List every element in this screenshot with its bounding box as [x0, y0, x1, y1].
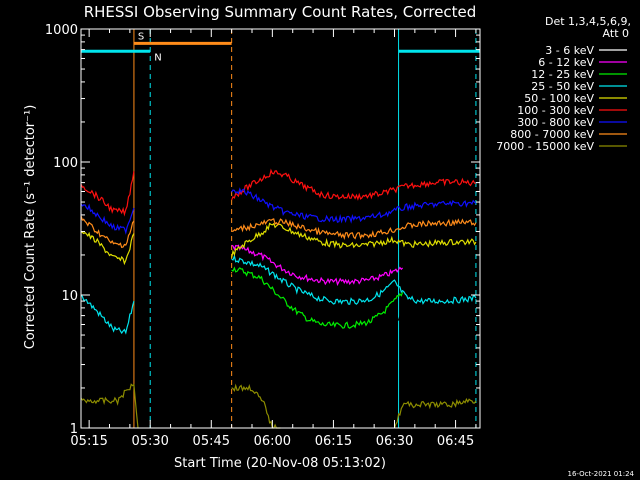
chart-title: RHESSI Observing Summary Count Rates, Co… — [84, 3, 477, 21]
x-tick-label-4: 06:00 — [254, 434, 291, 449]
legend-label-6: 100 - 300 keV — [517, 104, 594, 117]
legend-label-8: 800 - 7000 keV — [510, 128, 594, 141]
series-line-9-part-3 — [393, 397, 477, 429]
series-line-8-part-2 — [231, 218, 477, 240]
x-tick-label-2: 05:30 — [131, 434, 168, 449]
series-line-5-part-1 — [80, 231, 135, 266]
x-tick-label-7: 06:45 — [437, 434, 474, 449]
series-line-3 — [231, 266, 404, 329]
legend-label-5: 50 - 100 keV — [524, 92, 594, 105]
y-axis-label: Corrected Count Rate (s⁻¹ detector⁻¹) — [23, 105, 38, 350]
legend-label-9: 7000 - 15000 keV — [496, 140, 594, 153]
series-line-2 — [231, 244, 404, 287]
plot-area: SN — [80, 29, 480, 429]
legend-header-line-1: Det 1,3,4,5,6,9, — [545, 15, 631, 28]
legend-label-1: 3 - 6 keV — [545, 44, 594, 57]
legend-label-2: 6 - 12 keV — [538, 56, 594, 69]
plot-frame — [80, 28, 481, 429]
x-tick-label-5: 06:15 — [315, 434, 352, 449]
axes: 05:15 05:30 05:45 06:00 06:15 06:30 06:45 1 10 10… — [45, 23, 481, 449]
footer-stamp: 16-Oct-2021 01:24 — [568, 470, 635, 478]
series-line-7-part-1 — [80, 203, 135, 235]
y-tick-label-4: 1000 — [45, 23, 78, 38]
y-tick-label-3: 100 — [53, 156, 78, 171]
legend-label-4: 25 - 50 keV — [531, 80, 594, 93]
flag-n-label: N — [154, 52, 161, 63]
series-line-6-part-1 — [80, 171, 135, 217]
series-line-1 — [231, 271, 403, 352]
series-line-8-part-1 — [80, 215, 135, 249]
series-line-5-part-2 — [231, 222, 477, 258]
series-line-7-part-2 — [231, 187, 477, 224]
y-tick-label-2: 10 — [61, 289, 78, 304]
x-tick-label-3: 05:45 — [193, 434, 230, 449]
x-tick-label-1: 05:15 — [70, 434, 107, 449]
series-line-6-part-2 — [231, 168, 477, 201]
legend-label-3: 12 - 25 keV — [531, 68, 594, 81]
flag-s-label: S — [138, 31, 144, 42]
legend-label-7: 300 - 800 keV — [517, 116, 594, 129]
series-line-9-part-1 — [80, 383, 139, 429]
x-axis-label: Start Time (20-Nov-08 05:13:02) — [174, 456, 386, 471]
series-line-9-part-2 — [231, 383, 281, 429]
y-tick-label-1: 1 — [70, 422, 78, 437]
series-line-4-part-1 — [80, 294, 135, 335]
legend-header-line-2: Att 0 — [603, 27, 629, 40]
series-line-4-part-2 — [231, 253, 477, 305]
x-tick-label-6: 06:30 — [376, 434, 413, 449]
